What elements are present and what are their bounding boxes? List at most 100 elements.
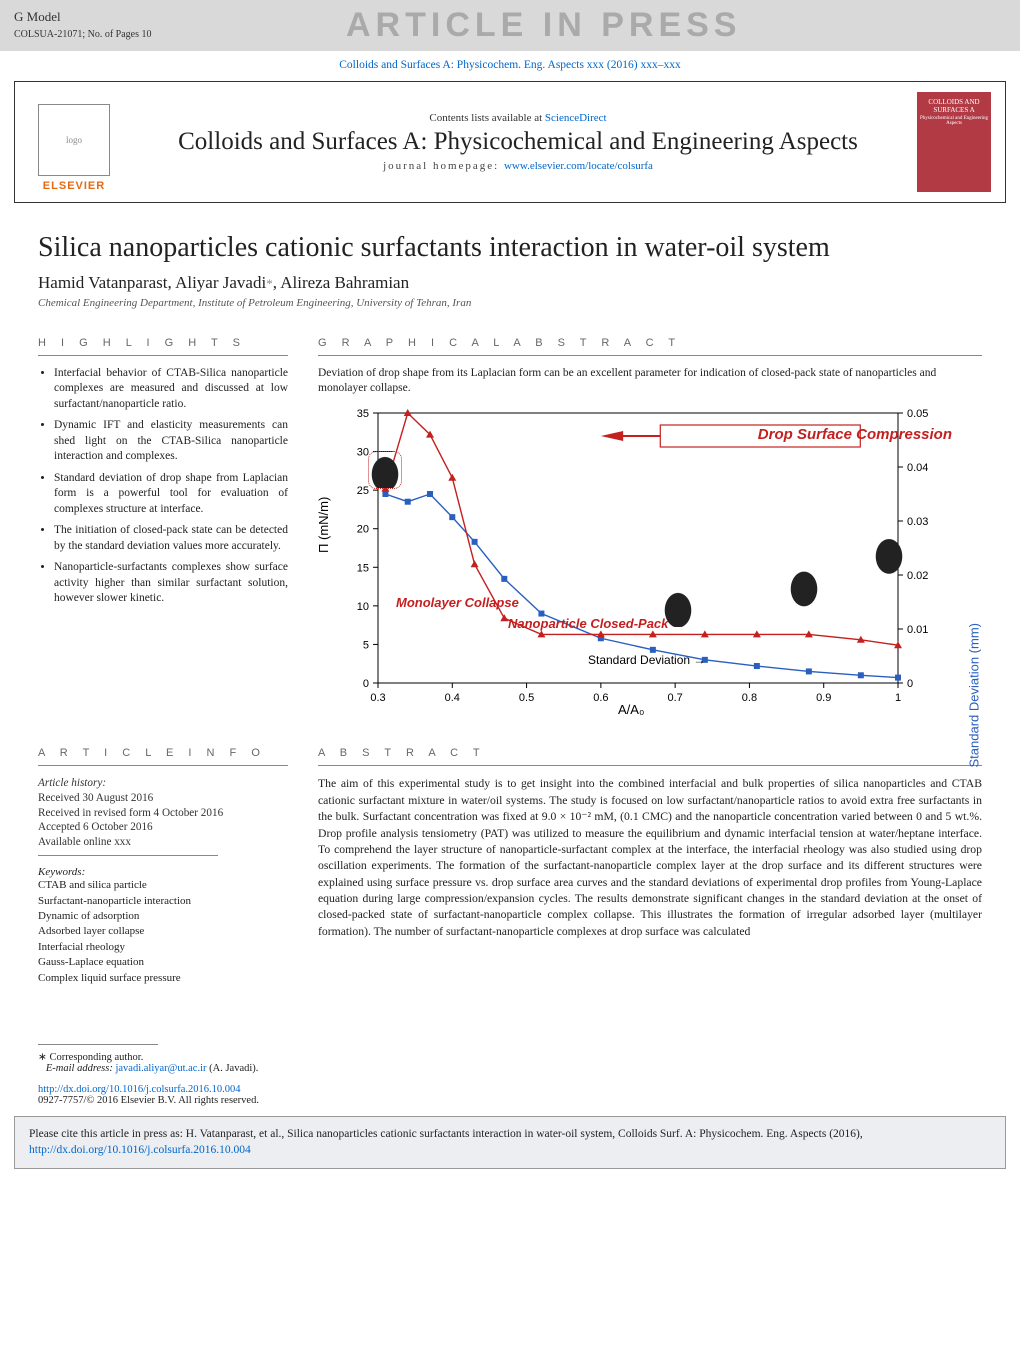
svg-text:0.5: 0.5	[519, 692, 534, 704]
journal-homepage-line: journal homepage: www.elsevier.com/locat…	[135, 160, 901, 172]
cover-top: COLLOIDS AND SURFACES A	[919, 98, 989, 114]
citation-box: Please cite this article in press as: H.…	[14, 1116, 1006, 1169]
sciencedirect-link[interactable]: ScienceDirect	[545, 112, 607, 124]
rule	[38, 355, 288, 356]
received: Received 30 August 2016	[38, 792, 153, 804]
abstract-head: A B S T R A C T	[318, 747, 982, 759]
history-label: Article history:	[38, 777, 106, 789]
article-in-press-banner: ARTICLE IN PRESS	[346, 6, 741, 45]
ga-head: G R A P H I C A L A B S T R A C T	[318, 337, 982, 349]
highlights-column: H I G H L I G H T S Interfacial behavior…	[38, 337, 288, 714]
drop-image-large	[860, 513, 918, 583]
article-info-head: A R T I C L E I N F O	[38, 747, 288, 759]
contents-line: Contents lists available at ScienceDirec…	[135, 112, 901, 124]
article-info-column: A R T I C L E I N F O Article history: R…	[38, 731, 288, 986]
journal-title: Colloids and Surfaces A: Physicochemical…	[135, 128, 901, 156]
pages-label: COLSUA-21071; No. of Pages 10	[14, 29, 152, 40]
svg-text:15: 15	[357, 563, 369, 575]
abstract-text: The aim of this experimental study is to…	[318, 776, 982, 940]
email-label: E-mail address:	[46, 1063, 116, 1074]
svg-text:10: 10	[357, 601, 369, 613]
svg-text:20: 20	[357, 524, 369, 536]
footnote-rule	[38, 1044, 158, 1045]
doi-link[interactable]: http://dx.doi.org/10.1016/j.colsurfa.201…	[38, 1084, 241, 1095]
authors-pre: Hamid Vatanparast, Aliyar Javadi	[38, 273, 266, 292]
email-post: (A. Javadi).	[207, 1063, 259, 1074]
np-text: Nanoparticle Closed-Pack	[508, 616, 668, 631]
journal-title-block: Contents lists available at ScienceDirec…	[135, 112, 901, 172]
highlights-head: H I G H L I G H T S	[38, 337, 288, 349]
highlight-item: Interfacial behavior of CTAB-Silica nano…	[54, 366, 288, 413]
cite-doi-link[interactable]: http://dx.doi.org/10.1016/j.colsurfa.201…	[29, 1144, 251, 1156]
svg-text:0.4: 0.4	[445, 692, 460, 704]
highlight-item: Nanoparticle-surfactants complexes show …	[54, 560, 288, 607]
drop-image-small	[658, 583, 698, 627]
rule	[38, 765, 288, 766]
drop-image-collapse	[368, 451, 402, 489]
y-axis-right-label: Standard Deviation (mm)	[966, 623, 981, 768]
ga-caption: Deviation of drop shape from its Laplaci…	[318, 366, 982, 396]
footnotes-block: ∗ Corresponding author. E-mail address: …	[38, 1044, 982, 1074]
svg-text:1: 1	[895, 692, 901, 704]
keyword-item: Interfacial rheology	[38, 940, 288, 955]
gmodel-block: G Model COLSUA-21071; No. of Pages 10	[14, 9, 152, 41]
affiliation: Chemical Engineering Department, Institu…	[38, 297, 982, 309]
keyword-item: Surfactant-nanoparticle interaction	[38, 894, 288, 909]
nanoparticle-annotation: Nanoparticle Closed-Pack	[508, 617, 668, 630]
keywords-list: CTAB and silica particleSurfactant-nanop…	[38, 878, 288, 986]
rule	[318, 765, 982, 766]
y-axis-left-label: Π (mN/m)	[316, 497, 331, 553]
svg-text:0.3: 0.3	[370, 692, 385, 704]
svg-text:0: 0	[363, 678, 369, 690]
svg-text:25: 25	[357, 486, 369, 498]
doi-block: http://dx.doi.org/10.1016/j.colsurfa.201…	[38, 1084, 982, 1106]
journal-issue-line: Colloids and Surfaces A: Physicochem. En…	[0, 51, 1020, 81]
svg-text:5: 5	[363, 640, 369, 652]
drop-compression-label: Drop Surface Compression	[758, 426, 952, 443]
keyword-item: Adsorbed layer collapse	[38, 924, 288, 939]
elsevier-wordmark: ELSEVIER	[43, 180, 105, 192]
keywords-head: Keywords:	[38, 866, 288, 878]
drop-image-mid	[780, 553, 828, 611]
journal-cover-thumbnail: COLLOIDS AND SURFACES A Physicochemical …	[917, 92, 991, 192]
x-axis-label: A/A₀	[618, 702, 644, 717]
email-link[interactable]: javadi.aliyar@ut.ac.ir	[115, 1063, 206, 1074]
highlights-list: Interfacial behavior of CTAB-Silica nano…	[38, 366, 288, 607]
article-title: Silica nanoparticles cationic surfactant…	[38, 231, 982, 265]
keyword-item: Complex liquid surface pressure	[38, 971, 288, 986]
svg-text:0.7: 0.7	[667, 692, 682, 704]
rule	[318, 355, 982, 356]
svg-text:35: 35	[357, 408, 369, 420]
elsevier-tree-icon: logo	[38, 104, 110, 176]
contents-pre: Contents lists available at	[429, 112, 544, 124]
hp-pre: journal homepage:	[383, 160, 504, 172]
corresponding-author: Corresponding author.	[49, 1052, 143, 1063]
svg-text:0.8: 0.8	[742, 692, 757, 704]
sd-annotation: Standard Deviation →	[588, 653, 705, 667]
svg-text:0.05: 0.05	[907, 408, 928, 420]
cover-mid: Physicochemical and Engineering Aspects	[919, 116, 989, 126]
svg-text:0: 0	[907, 678, 913, 690]
keyword-item: CTAB and silica particle	[38, 878, 288, 893]
authors-post: , Alireza Bahramian	[273, 273, 409, 292]
graphical-abstract-chart: 0.30.40.50.60.70.80.910510152025303500.0…	[318, 403, 958, 713]
keyword-item: Dynamic of adsorption	[38, 909, 288, 924]
highlight-item: Dynamic IFT and elasticity measurements …	[54, 418, 288, 465]
gmodel-label: G Model	[14, 9, 152, 26]
history-block: Article history: Received 30 August 2016…	[38, 776, 288, 849]
accepted: Accepted 6 October 2016	[38, 821, 153, 833]
sd-text: Standard Deviation	[588, 653, 690, 667]
abstract-column: A B S T R A C T The aim of this experime…	[318, 731, 982, 986]
keyword-item: Gauss-Laplace equation	[38, 955, 288, 970]
journal-header-box: logo ELSEVIER Contents lists available a…	[14, 81, 1006, 203]
elsevier-logo-block: logo ELSEVIER	[29, 92, 119, 192]
monolayer-annotation: Monolayer Collapse	[396, 596, 519, 609]
journal-homepage-link[interactable]: www.elsevier.com/locate/colsurfa	[504, 160, 653, 172]
svg-text:0.6: 0.6	[593, 692, 608, 704]
svg-text:0.04: 0.04	[907, 462, 928, 474]
highlight-item: The initiation of closed-pack state can …	[54, 523, 288, 554]
online: Available online xxx	[38, 836, 131, 848]
monolayer-text: Monolayer Collapse	[396, 595, 519, 610]
top-band: G Model COLSUA-21071; No. of Pages 10 AR…	[0, 0, 1020, 51]
highlight-item: Standard deviation of drop shape from La…	[54, 471, 288, 518]
